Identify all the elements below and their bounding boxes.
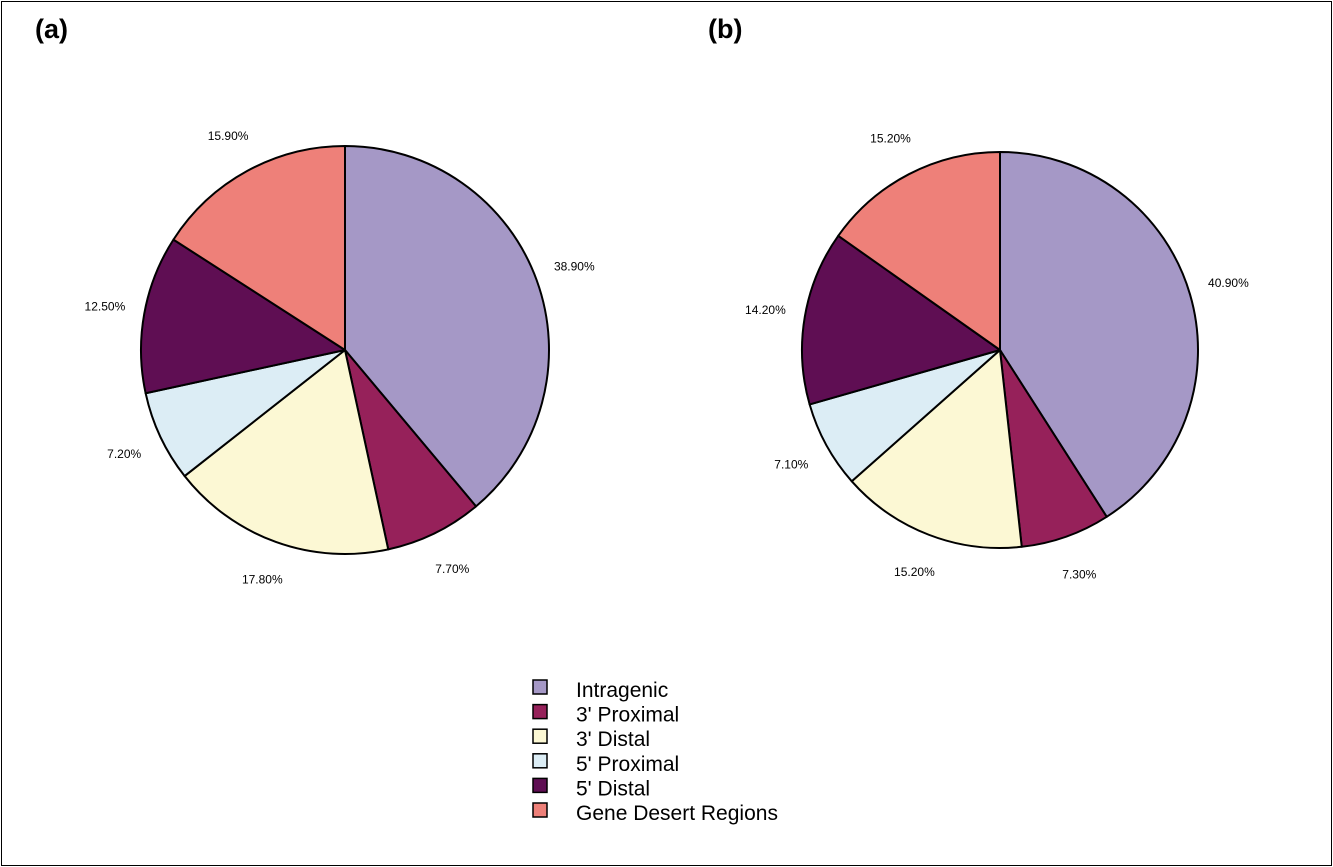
pie-b-slice-label-2: 15.20%: [894, 565, 935, 579]
pie-a-slice-label-3: 7.20%: [107, 447, 141, 461]
pie-b-slice-label-1: 7.30%: [1062, 567, 1096, 581]
pie-a-slice-0: [344, 145, 550, 508]
legend-swatch-0: [532, 679, 548, 695]
legend-label-3: 5' Proximal: [576, 753, 679, 776]
legend-label-1: 3' Proximal: [576, 704, 679, 727]
pie-a-slice-label-4: 12.50%: [85, 300, 126, 314]
legend-label-0: Intragenic: [576, 679, 668, 702]
pie-b-slice-label-0: 40.90%: [1208, 276, 1249, 290]
legend-label-2: 3' Distal: [576, 728, 650, 751]
legend-swatch-4: [532, 777, 548, 794]
pie-chart-a: 38.90% 7.70% 17.80% 7.20% 12.50% 15.90%: [85, 129, 595, 587]
pie-a-slice-label-1: 7.70%: [435, 562, 469, 576]
pie-a-slice-2: [183, 349, 390, 555]
pie-chart-b: 40.90% 7.30% 15.20% 7.10% 14.20% 15.20%: [745, 132, 1249, 582]
legend-swatch-3: [532, 753, 548, 769]
pie-b-slice-4: [801, 234, 1001, 406]
pie-a-slice-5: [172, 145, 346, 351]
panel-label-b: (b): [708, 14, 742, 44]
legend-swatch-1: [532, 703, 548, 720]
pie-b-slice-5: [837, 151, 1001, 351]
pie-a-slice-label-5: 15.90%: [208, 129, 249, 143]
pie-b-slice-label-5: 15.20%: [870, 132, 911, 146]
panel-label-a: (a): [35, 14, 68, 44]
legend-label-4: 5' Distal: [576, 777, 650, 800]
legend-swatch-2: [532, 728, 548, 744]
pie-a-slice-label-0: 38.90%: [554, 260, 595, 274]
pie-a-slice-4: [140, 238, 346, 395]
legend-label-5: Gene Desert Regions: [576, 802, 778, 825]
legend-swatch-5: [532, 802, 548, 818]
pie-b-slice-2: [850, 349, 1023, 549]
pie-a-slice-label-2: 17.80%: [242, 573, 283, 587]
pie-b-slice-label-3: 7.10%: [774, 457, 808, 471]
pie-b-slice-label-4: 14.20%: [745, 303, 786, 317]
